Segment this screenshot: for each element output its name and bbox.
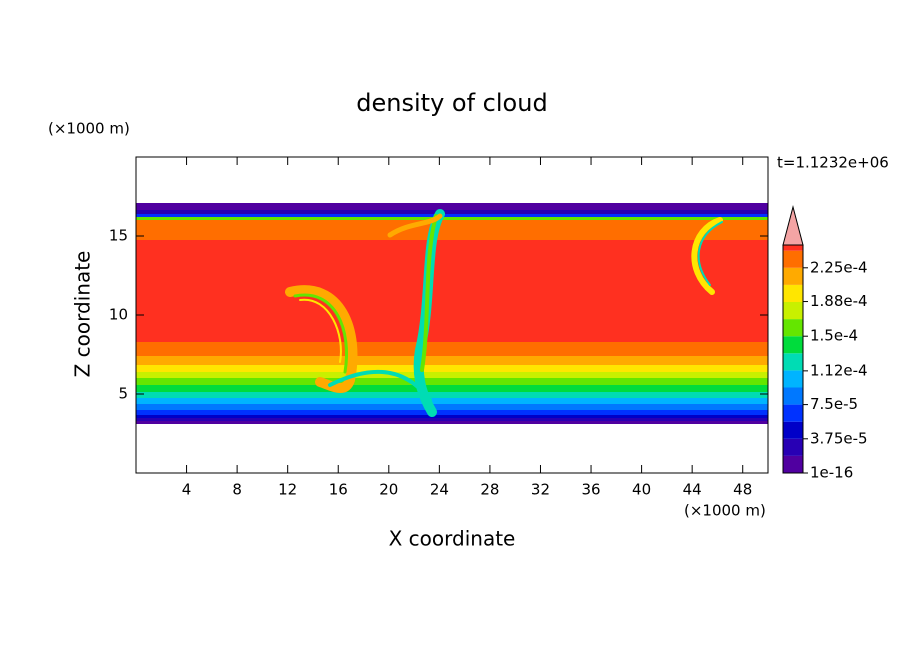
colorbar-tick-label: 7.5e-5 [810, 395, 858, 413]
contour-layer [136, 210, 768, 214]
colorbar-band [783, 438, 803, 456]
y-axis-label: Z coordinate [71, 251, 95, 378]
contour-layer [136, 385, 768, 392]
colorbar-band [783, 302, 803, 320]
y-unit: (×1000 m) [48, 120, 130, 138]
contour-feature [420, 214, 438, 372]
x-tick-label: 36 [581, 481, 600, 499]
contour-feature [387, 213, 443, 238]
colorbar-tick-label: 1.5e-4 [810, 327, 858, 345]
contour-layer [136, 356, 768, 365]
contour-layer [136, 365, 768, 372]
contour-layer [136, 203, 768, 210]
y-tick-label: 15 [109, 227, 128, 245]
x-tick-label: 24 [430, 481, 449, 499]
contour-layer [136, 342, 768, 356]
contour-layer [136, 372, 768, 378]
contour-feature [293, 293, 349, 374]
x-tick-label: 48 [733, 481, 752, 499]
contour-layer [136, 418, 768, 421]
x-tick-label: 12 [278, 481, 297, 499]
colorbar-band [783, 421, 803, 439]
colorbar-tick-label: 1.12e-4 [810, 361, 868, 379]
contour-feature [285, 285, 358, 394]
time-annotation: t=1.1232e+06 [777, 154, 889, 172]
colorbar-tick-label: 3.75e-5 [810, 429, 868, 447]
x-unit: (×1000 m) [684, 502, 766, 520]
contour-feature [697, 221, 723, 286]
colorbar-band [783, 284, 803, 302]
contour-layer [136, 220, 768, 240]
contour-layer [136, 240, 768, 342]
colorbar-tick-label: 2.25e-4 [810, 258, 868, 276]
contour-field [136, 203, 768, 424]
contour-feature [328, 369, 432, 402]
contour-layer [136, 214, 768, 217]
x-tick-label: 44 [683, 481, 702, 499]
colorbar-band [783, 370, 803, 388]
y-tick-label: 10 [109, 306, 128, 324]
contour-feature [691, 217, 723, 295]
x-tick-label: 8 [232, 481, 242, 499]
contour-layer [136, 392, 768, 398]
colorbar-band [783, 455, 803, 473]
contour-layer [136, 415, 768, 418]
colorbar-band [783, 245, 803, 251]
x-tick-label: 20 [379, 481, 398, 499]
contour-layer [136, 410, 768, 415]
colorbar-band [783, 404, 803, 422]
contour-layer [136, 378, 768, 385]
x-tick-label: 40 [632, 481, 651, 499]
x-tick-label: 28 [480, 481, 499, 499]
contour-feature [299, 298, 342, 363]
colorbar-band [783, 353, 803, 371]
colorbar-band [783, 387, 803, 405]
colorbar-extend [782, 205, 804, 246]
colorbar-band [783, 319, 803, 337]
contour-layer [136, 217, 768, 220]
y-tick-label: 5 [118, 385, 128, 403]
contour-layer [136, 421, 768, 424]
x-tick-label: 32 [531, 481, 550, 499]
colorbar-tick-label: 1.88e-4 [810, 292, 868, 310]
x-tick-label: 4 [182, 481, 192, 499]
colorbar-band [783, 267, 803, 285]
colorbar-band [783, 336, 803, 354]
contour-layer [136, 398, 768, 404]
x-axis-label: X coordinate [389, 527, 516, 551]
colorbar-band [783, 250, 803, 268]
colorbar-tick-label: 1e-16 [810, 464, 853, 482]
chart-title: density of cloud [356, 89, 547, 117]
contour-layer [136, 404, 768, 410]
x-tick-label: 16 [329, 481, 348, 499]
